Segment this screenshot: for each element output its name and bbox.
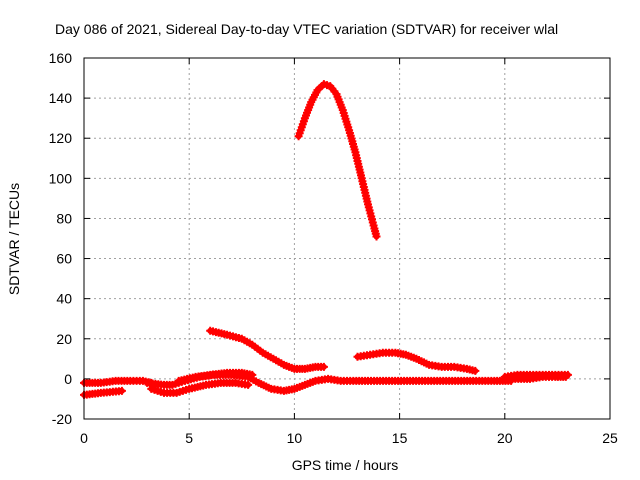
x-tick-label: 25	[602, 430, 618, 446]
series-seg-2	[80, 386, 126, 399]
y-tick-label: 80	[56, 210, 72, 226]
y-tick-label: 100	[49, 170, 73, 186]
data-series	[80, 80, 572, 399]
axis-ticks: 0 5 10 15 20 25 -20 0 20 40 60 80 100 120 140 160	[49, 50, 618, 446]
data-point-marker	[561, 372, 570, 381]
y-tick-label: 0	[64, 371, 72, 387]
grid-lines	[84, 58, 610, 419]
y-tick-label: 140	[49, 90, 73, 106]
series-seg-1	[80, 376, 156, 387]
y-tick-label: 20	[56, 331, 72, 347]
series-seg-4	[147, 378, 253, 397]
data-point-marker	[117, 386, 126, 395]
y-tick-label: 60	[56, 251, 72, 267]
data-point-marker	[319, 362, 328, 371]
data-point-marker	[372, 232, 381, 241]
chart-title: Day 086 of 2021, Sidereal Day-to-day VTE…	[55, 21, 558, 37]
series-seg-5	[174, 368, 257, 385]
series-seg-8	[353, 348, 480, 375]
y-tick-label: 40	[56, 291, 72, 307]
y-tick-label: 160	[49, 50, 73, 66]
y-tick-label: 120	[49, 130, 73, 146]
series-seg-10	[511, 372, 570, 383]
data-point-marker	[248, 370, 257, 379]
data-point-marker	[244, 380, 253, 389]
data-point-marker	[471, 366, 480, 375]
y-axis-label: SDTVAR / TECUs	[6, 183, 22, 295]
x-tick-label: 0	[80, 430, 88, 446]
x-axis-label: GPS time / hours	[292, 457, 399, 473]
series-seg-6	[206, 326, 328, 373]
x-tick-label: 15	[392, 430, 408, 446]
y-tick-label: -20	[52, 411, 72, 427]
series-seg-7	[294, 80, 381, 241]
x-tick-label: 5	[185, 430, 193, 446]
x-tick-label: 10	[287, 430, 303, 446]
plot-frame	[83, 57, 611, 420]
x-tick-label: 20	[497, 430, 513, 446]
